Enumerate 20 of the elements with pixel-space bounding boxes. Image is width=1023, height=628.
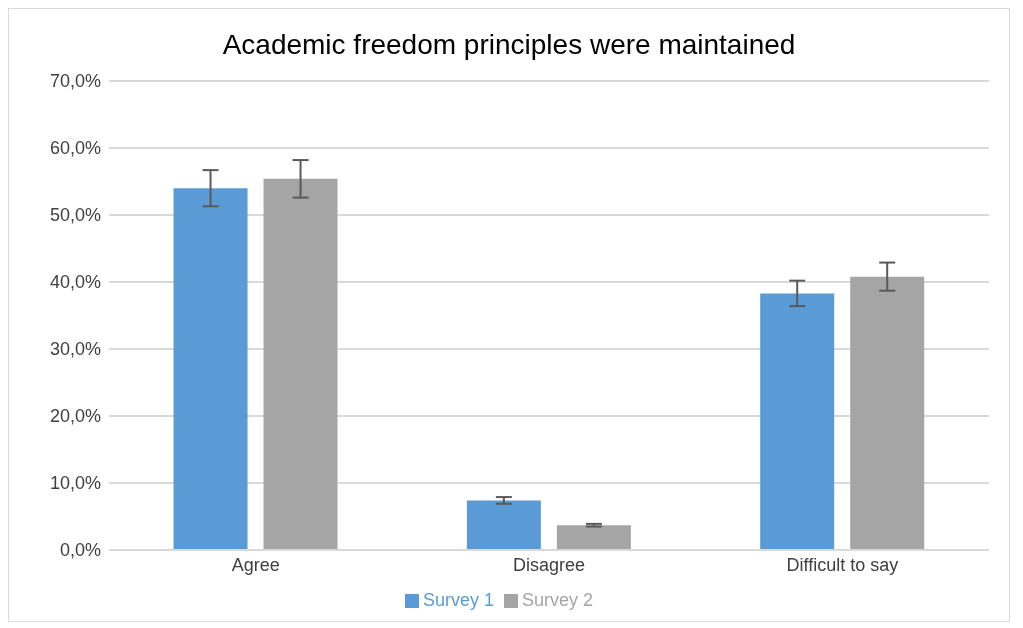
legend-label: Survey 2	[522, 590, 594, 610]
y-tick-label: 50,0%	[49, 205, 101, 226]
chart-title: Academic freedom principles were maintained	[221, 28, 797, 61]
y-tick-label: 20,0%	[49, 406, 101, 427]
x-tick-label: Agree	[231, 554, 280, 575]
bar	[263, 178, 338, 550]
bar	[850, 276, 925, 550]
bar	[760, 293, 835, 550]
y-tick-label: 30,0%	[49, 339, 101, 360]
y-tick-label: 70,0%	[49, 71, 101, 92]
bar	[556, 525, 631, 550]
legend-label: Survey 1	[422, 590, 494, 610]
y-tick-label: 10,0%	[49, 473, 101, 494]
bar	[173, 188, 248, 550]
y-tick-label: 40,0%	[49, 272, 101, 293]
y-tick-label: 0,0%	[59, 540, 101, 561]
x-tick-label: Disagree	[512, 554, 586, 575]
x-tick-label: Difficult to say	[786, 554, 899, 575]
y-tick-label: 60,0%	[49, 138, 101, 159]
bar	[466, 500, 541, 550]
